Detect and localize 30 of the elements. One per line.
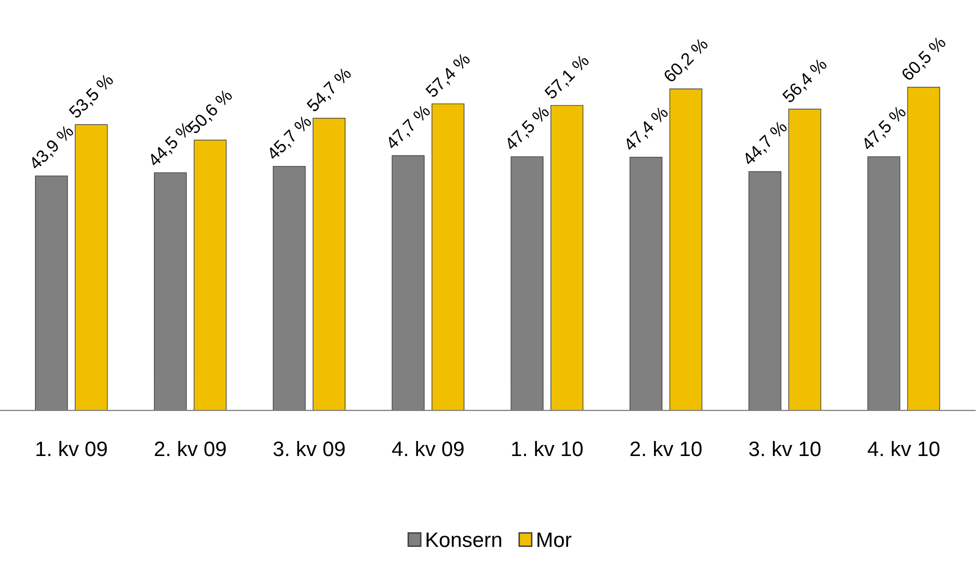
bar xyxy=(312,118,346,410)
data-label: 47,7 % xyxy=(384,104,432,152)
bar xyxy=(550,105,584,410)
data-label: 56,4 % xyxy=(782,57,830,105)
data-label: 47,5 % xyxy=(860,105,908,153)
data-label: 60,5 % xyxy=(900,36,948,83)
bar xyxy=(194,140,227,410)
bar xyxy=(907,86,940,410)
x-tick-label: 3. kv 09 xyxy=(273,440,345,456)
legend-label: Mor xyxy=(538,532,572,548)
bar xyxy=(74,124,108,410)
x-tick-label: 1. kv 10 xyxy=(512,440,583,456)
data-label: 53,5 % xyxy=(68,72,116,120)
x-tick-label: 2. kv 10 xyxy=(630,440,702,456)
data-label: 47,5 % xyxy=(504,105,552,153)
legend-label: Konsern xyxy=(426,532,502,548)
x-tick-label: 2. kv 09 xyxy=(154,440,226,456)
x-tick-label: 4. kv 10 xyxy=(868,440,940,456)
bar xyxy=(669,88,702,410)
data-label: 57,1 % xyxy=(544,54,592,102)
x-tick-label: 4. kv 09 xyxy=(392,440,464,456)
data-label: 43,9 % xyxy=(28,124,76,172)
data-label: 47,4 % xyxy=(622,106,670,154)
bar xyxy=(788,108,822,410)
bar xyxy=(432,103,464,410)
data-label: 57,4 % xyxy=(424,52,472,100)
data-label: 60,2 % xyxy=(662,37,710,84)
x-tick-label: 3. kv 10 xyxy=(749,440,821,456)
x-tick-label: 1. kv 09 xyxy=(36,440,107,456)
data-label: 44,7 % xyxy=(742,120,790,168)
